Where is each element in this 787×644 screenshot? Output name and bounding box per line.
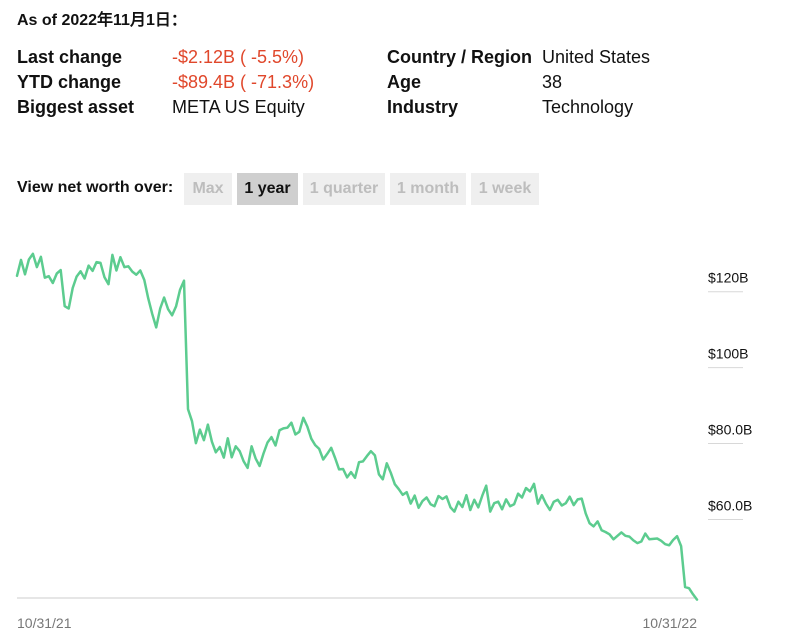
stats-right-values: United States 38 Technology	[542, 45, 650, 120]
stat-value-age: 38	[542, 72, 563, 92]
tab-max[interactable]: Max	[184, 173, 232, 205]
tab-1-week[interactable]: 1 week	[471, 173, 539, 205]
as-of-date: As of 2022年11月1日：	[17, 12, 187, 29]
stat-label-biggest-asset: Biggest asset	[17, 97, 135, 117]
stat-label-age: Age	[387, 72, 422, 92]
stats-right-labels: Country / Region Age Industry	[387, 45, 532, 120]
stat-value-biggest-asset: META US Equity	[172, 97, 305, 117]
view-net-worth-label: View net worth over:	[17, 179, 174, 196]
y-tick-label: $120B	[708, 270, 748, 286]
stat-label-industry: Industry	[387, 97, 459, 117]
stat-label-ytd-change: YTD change	[17, 72, 122, 92]
tab-1-quarter[interactable]: 1 quarter	[303, 173, 385, 205]
stat-value-ytd-change: -$89.4B ( -71.3%)	[172, 72, 315, 92]
stat-value-industry: Technology	[542, 97, 634, 117]
x-tick-label: 10/31/21	[17, 615, 72, 631]
stats-left-labels: Last change YTD change Biggest asset	[17, 45, 134, 120]
x-tick-label: 10/31/22	[643, 615, 698, 631]
tab-1-year[interactable]: 1 year	[237, 173, 298, 205]
stat-label-last-change: Last change	[17, 47, 123, 67]
y-tick-label: $60.0B	[708, 497, 752, 513]
net-worth-line	[15, 252, 699, 601]
stat-label-country-region: Country / Region	[387, 47, 532, 67]
y-tick-label: $80.0B	[708, 422, 752, 438]
tab-1-month[interactable]: 1 month	[390, 173, 466, 205]
stat-value-last-change: -$2.12B ( -5.5%)	[172, 47, 305, 67]
y-tick-label: $100B	[708, 346, 748, 362]
stat-value-country-region: United States	[542, 47, 651, 67]
stats-left-values: -$2.12B ( -5.5%) -$89.4B ( -71.3%) META …	[172, 45, 314, 120]
net-worth-chart: $120B $100B $80.0B $60.0B 10/31/21 10/31/22	[15, 252, 752, 631]
